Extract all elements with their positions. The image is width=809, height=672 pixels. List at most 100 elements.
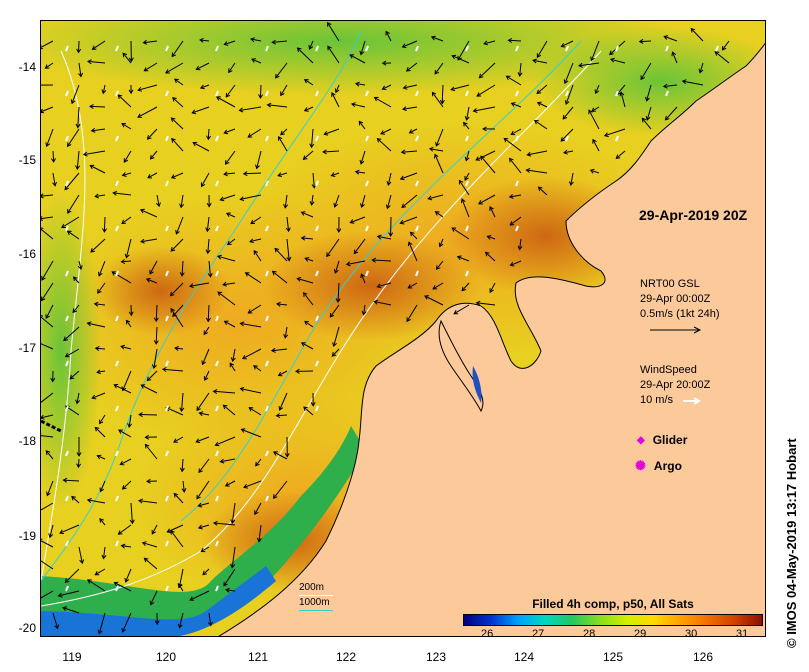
current-arrow-head: [44, 64, 50, 69]
current-arrow: [253, 250, 262, 262]
current-arrow-head: [663, 35, 669, 40]
wind-arrow: [615, 90, 619, 97]
current-arrow-head: [86, 498, 92, 503]
wind-arrow: [65, 495, 69, 502]
wind-arrow: [465, 270, 469, 277]
current-arrow-head: [94, 426, 100, 432]
current-arrow: [202, 348, 210, 365]
wind-arrow: [65, 90, 69, 97]
wind-legend-scale: 10 m/s: [640, 394, 674, 406]
current-arrow-head: [536, 89, 542, 95]
current-arrow: [149, 260, 158, 275]
current-arrow: [58, 590, 80, 597]
current-arrow: [167, 524, 184, 533]
map-svg: [41, 21, 765, 636]
current-arrow: [174, 78, 184, 86]
current-arrow-head: [146, 478, 151, 484]
wind-arrow: [165, 45, 169, 52]
current-arrow-head: [247, 309, 253, 314]
current-arrow: [120, 458, 132, 466]
current-arrow-head: [181, 487, 187, 493]
wind-arrow: [365, 45, 369, 52]
current-arrow: [41, 40, 54, 48]
current-arrow-head: [120, 543, 126, 549]
current-arrow-head: [129, 519, 135, 525]
current-arrow: [640, 62, 652, 80]
current-arrow-head: [664, 115, 670, 121]
current-arrow-head: [303, 292, 308, 297]
current-arrow: [452, 55, 470, 64]
current-arrow: [267, 104, 288, 108]
current-arrow: [377, 235, 392, 240]
current-arrow: [204, 370, 210, 381]
current-arrow-head: [253, 365, 258, 370]
current-arrow-head: [568, 181, 574, 187]
latitude-label: -17: [18, 341, 36, 355]
current-arrow: [277, 172, 288, 177]
current-arrow-head: [408, 129, 414, 134]
current-arrow-head: [405, 67, 411, 72]
current-arrow: [506, 75, 522, 86]
currents-legend-date: 29-Apr 00:00Z: [640, 293, 711, 305]
wind-arrow: [165, 180, 169, 187]
current-arrow-head: [179, 203, 185, 209]
current-arrow-head: [354, 169, 360, 175]
current-arrow-head: [517, 245, 523, 251]
current-arrow: [431, 92, 444, 108]
wind-arrow: [315, 225, 319, 232]
current-arrow: [245, 272, 262, 284]
current-arrow: [114, 582, 132, 592]
current-arrow: [78, 40, 80, 53]
current-arrow: [72, 304, 80, 313]
isobath-1000m: [41, 30, 362, 582]
current-arrow: [41, 194, 54, 197]
wind-arrow: [215, 135, 219, 142]
current-arrow-head: [212, 520, 218, 526]
wind-arrow: [315, 45, 319, 52]
current-arrow-head: [640, 75, 645, 81]
current-arrow-head: [121, 484, 127, 490]
current-arrow: [216, 96, 236, 108]
current-arrow: [87, 322, 106, 328]
current-arrow-head: [41, 538, 43, 540]
isobath-200m: [41, 50, 86, 582]
current-arrow: [65, 568, 80, 583]
current-arrow: [151, 524, 158, 535]
current-arrow-head: [588, 109, 593, 115]
wind-arrow: [115, 45, 119, 52]
current-arrow-head: [41, 227, 44, 232]
current-arrow: [90, 238, 106, 253]
current-arrow: [122, 480, 132, 490]
current-arrow: [87, 499, 106, 504]
current-arrow-head: [120, 259, 126, 265]
current-arrow: [272, 271, 288, 284]
current-arrow: [142, 542, 158, 548]
current-arrow: [240, 388, 262, 394]
wind-arrow: [265, 315, 269, 322]
current-arrow: [297, 47, 314, 64]
current-arrow: [137, 84, 158, 91]
current-arrow: [303, 406, 314, 416]
current-arrow-head: [508, 194, 514, 199]
wind-arrow: [415, 45, 419, 52]
current-arrow: [41, 282, 54, 301]
current-arrow: [95, 347, 106, 350]
current-arrow-head: [286, 256, 292, 262]
current-arrow-head: [179, 467, 185, 473]
current-arrow: [92, 392, 106, 399]
current-arrow: [439, 238, 444, 247]
current-arrow: [146, 278, 158, 284]
current-arrow-head: [170, 246, 176, 252]
wind-scale-arrow: [683, 396, 701, 405]
current-arrow: [312, 172, 315, 188]
current-arrow: [429, 148, 444, 152]
current-arrow-head: [399, 219, 405, 225]
current-arrow: [182, 480, 185, 492]
current-arrow: [402, 106, 418, 110]
wind-arrow: [315, 360, 319, 367]
current-arrow: [41, 590, 54, 599]
current-arrow-head: [590, 56, 595, 62]
latitude-label: -20: [18, 621, 36, 635]
current-arrow: [225, 150, 236, 165]
coastal-cold-strip: [41, 566, 276, 636]
